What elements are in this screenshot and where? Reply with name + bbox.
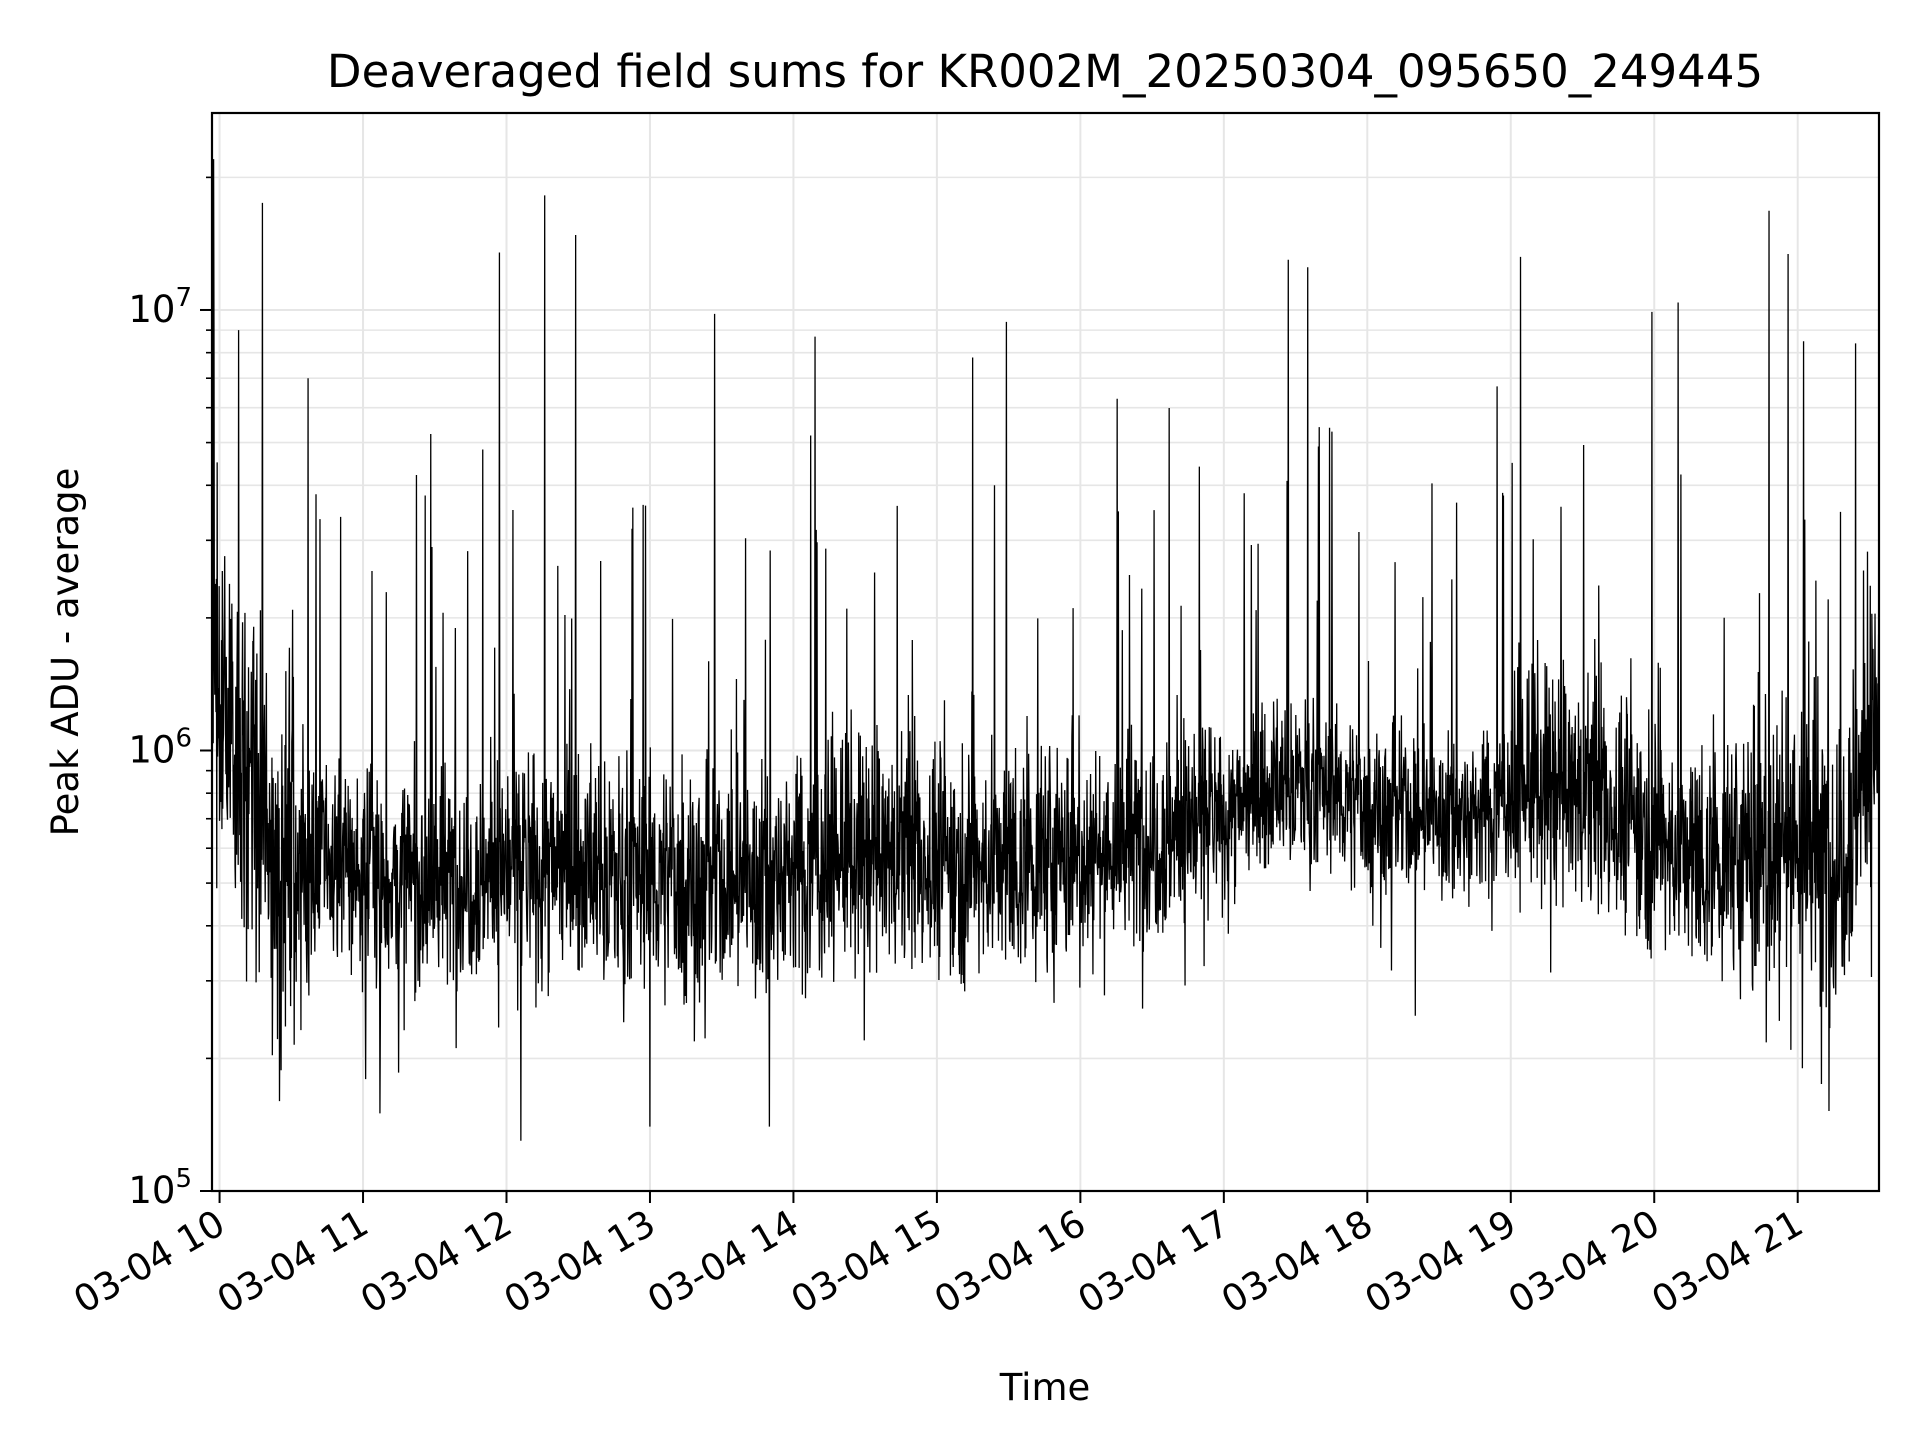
y-tick-label: 105 [128, 1164, 192, 1212]
y-axis: 105 106 107 [128, 176, 212, 1212]
chart-title: Deaveraged field sums for KR002M_2025030… [327, 45, 1763, 98]
series-line-group [212, 159, 1879, 1141]
plot-frame [210, 111, 1881, 1193]
y-axis-title: Peak ADU - average [44, 468, 87, 837]
series-line [212, 159, 1879, 1141]
grid [212, 113, 1879, 1192]
y-tick-label: 107 [128, 283, 192, 331]
x-axis-title: Time [999, 1366, 1091, 1409]
y-tick-label: 106 [128, 723, 192, 771]
